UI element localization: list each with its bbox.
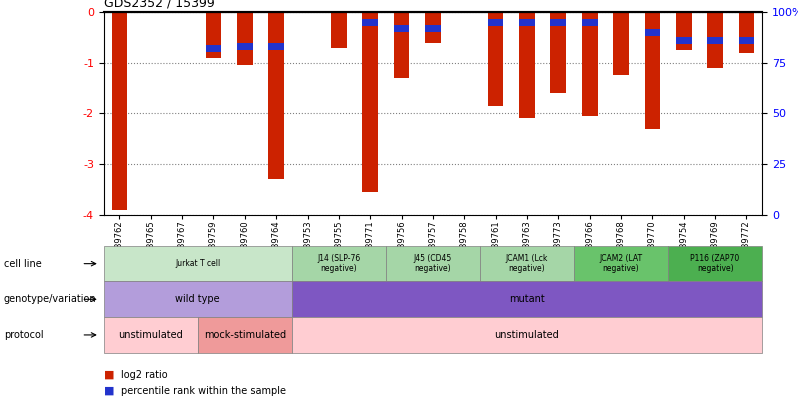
Text: protocol: protocol <box>4 330 44 340</box>
Text: ■: ■ <box>104 370 114 379</box>
Bar <box>206 12 221 58</box>
Bar <box>676 12 692 50</box>
Text: unstimulated: unstimulated <box>118 330 183 340</box>
Bar <box>582 19 598 26</box>
Text: genotype/variation: genotype/variation <box>4 294 97 304</box>
Bar <box>519 12 535 119</box>
Bar <box>551 19 566 26</box>
Bar <box>613 12 629 75</box>
Bar <box>645 12 660 129</box>
Text: J45 (CD45
negative): J45 (CD45 negative) <box>414 254 452 273</box>
Text: cell line: cell line <box>4 259 41 269</box>
Bar <box>707 37 723 44</box>
Text: GDS2352 / 15399: GDS2352 / 15399 <box>104 0 215 10</box>
Text: P116 (ZAP70
negative): P116 (ZAP70 negative) <box>690 254 740 273</box>
Bar <box>393 12 409 78</box>
Bar <box>268 12 284 179</box>
Bar <box>393 25 409 32</box>
Text: J14 (SLP-76
negative): J14 (SLP-76 negative) <box>318 254 361 273</box>
Bar <box>362 19 378 26</box>
Bar <box>739 12 754 53</box>
Text: Jurkat T cell: Jurkat T cell <box>176 259 220 268</box>
Bar <box>268 43 284 50</box>
Bar <box>112 12 127 210</box>
Bar <box>488 19 504 26</box>
Text: mock-stimulated: mock-stimulated <box>203 330 286 340</box>
Text: ■: ■ <box>104 386 114 396</box>
Bar <box>707 12 723 68</box>
Bar <box>519 19 535 26</box>
Text: percentile rank within the sample: percentile rank within the sample <box>121 386 286 396</box>
Bar <box>362 12 378 192</box>
Bar <box>237 43 253 50</box>
Bar <box>425 25 440 32</box>
Bar <box>488 12 504 106</box>
Bar <box>206 45 221 52</box>
Bar <box>739 37 754 44</box>
Bar <box>582 12 598 116</box>
Text: JCAM2 (LAT
negative): JCAM2 (LAT negative) <box>599 254 642 273</box>
Bar <box>237 12 253 65</box>
Bar <box>425 12 440 43</box>
Text: log2 ratio: log2 ratio <box>121 370 168 379</box>
Bar <box>645 29 660 36</box>
Bar <box>551 12 566 93</box>
Text: unstimulated: unstimulated <box>495 330 559 340</box>
Text: JCAM1 (Lck
negative): JCAM1 (Lck negative) <box>506 254 548 273</box>
Text: wild type: wild type <box>176 294 220 304</box>
Bar <box>331 12 346 48</box>
Text: mutant: mutant <box>509 294 545 304</box>
Bar <box>676 37 692 44</box>
